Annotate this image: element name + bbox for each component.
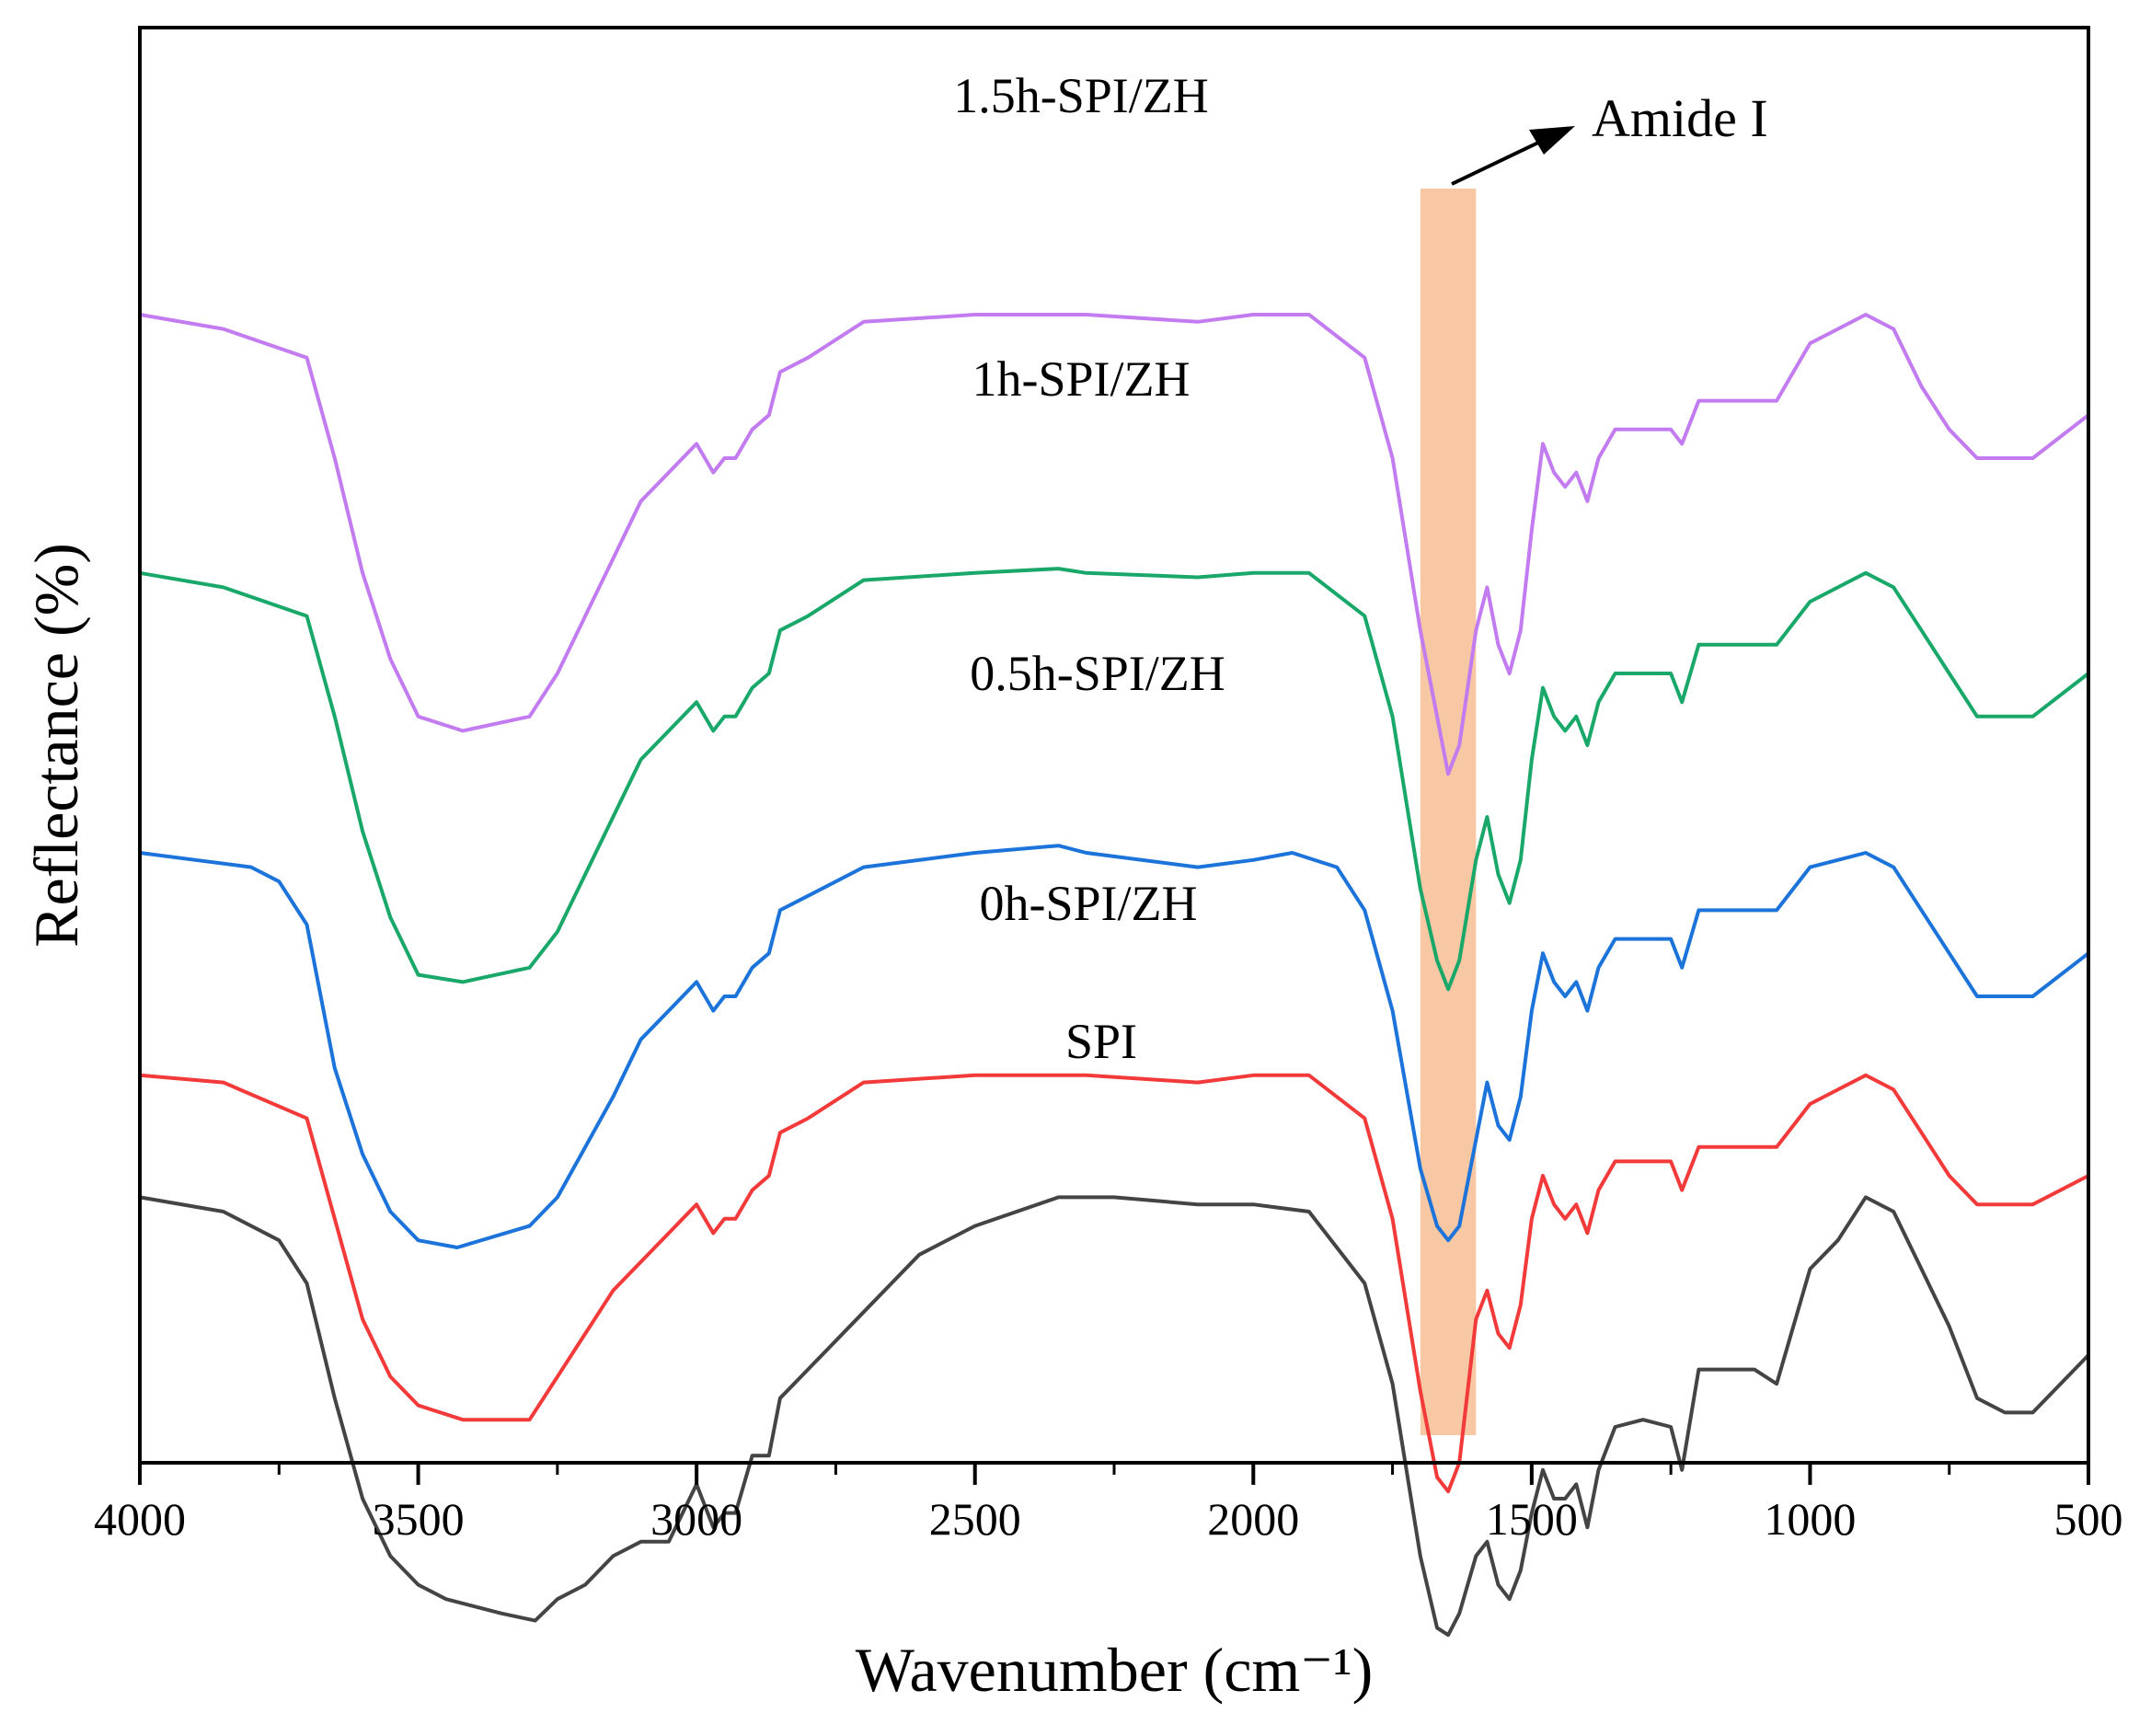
amide-band-layer — [1420, 189, 1477, 1435]
x-tick-label: 3000 — [650, 1493, 742, 1545]
series-label-1-5h-spi-zh: 1.5h-SPI/ZH — [953, 68, 1209, 123]
series-label-0-5h-spi-zh: 0.5h-SPI/ZH — [970, 646, 1225, 701]
series-line-spi — [138, 1195, 2090, 1638]
series-label-0h-spi-zh: 0h-SPI/ZH — [979, 876, 1197, 931]
amide-band — [1420, 189, 1477, 1435]
series-line-1h-spi-zh — [138, 567, 2090, 992]
x-tick-label: 4000 — [94, 1493, 186, 1545]
x-tick-label: 2500 — [929, 1493, 1021, 1545]
series-line-0h-spi-zh — [138, 1073, 2090, 1494]
series-label-spi: SPI — [1065, 1014, 1137, 1069]
series-line-0-5h-spi-zh — [138, 844, 2090, 1249]
x-tick-label: 1000 — [1764, 1493, 1856, 1545]
annotation-layer: Amide I — [1451, 88, 1768, 186]
x-tick-label: 500 — [2054, 1493, 2123, 1545]
series-label-1h-spi-zh: 1h-SPI/ZH — [972, 351, 1190, 407]
y-axis-title: Reflectance (%) — [21, 543, 91, 948]
series-labels: 1.5h-SPI/ZH 1h-SPI/ZH 0.5h-SPI/ZH 0h-SPI/ZH… — [953, 68, 1225, 1069]
x-tick-label: 3500 — [373, 1493, 465, 1545]
series-line-1-5h-spi-zh — [138, 313, 2090, 776]
x-axis-ticks: 4000 3500 3000 2500 2000 1500 1000 500 — [94, 1463, 2123, 1545]
x-tick-label: 1500 — [1486, 1493, 1578, 1545]
series-layer — [138, 313, 2090, 1638]
amide-label: Amide I — [1592, 88, 1768, 148]
x-axis-title: Wavenumber (cm⁻¹) — [856, 1635, 1373, 1705]
amide-arrow-head — [1529, 126, 1575, 155]
amide-arrow-shaft — [1451, 141, 1539, 186]
x-tick-label: 2000 — [1207, 1493, 1299, 1545]
